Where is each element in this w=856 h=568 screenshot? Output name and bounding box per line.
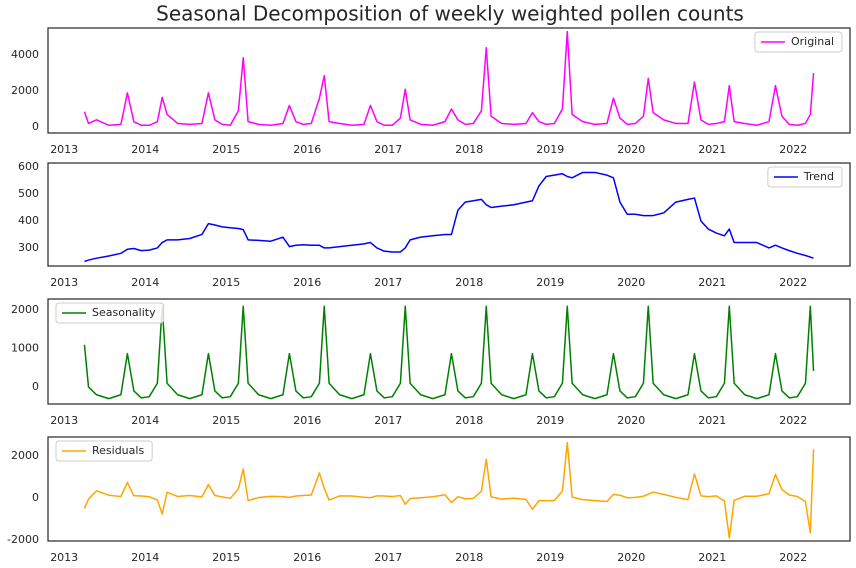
x-tick-label: 2014 (131, 551, 159, 564)
axes-frame (47, 436, 851, 542)
x-tick-label: 2014 (131, 276, 159, 289)
series-line (83, 30, 815, 127)
x-tick-label: 2017 (374, 276, 402, 289)
x-tick-label: 2021 (698, 551, 726, 564)
x-tick-label: 2013 (50, 276, 78, 289)
y-tick-label: 0 (32, 120, 39, 133)
x-tick-label: 2018 (455, 143, 483, 156)
x-tick-label: 2016 (293, 414, 321, 427)
y-tick-label: 2000 (11, 303, 39, 316)
x-tick-label: 2019 (536, 551, 564, 564)
x-tick-label: 2020 (617, 551, 645, 564)
x-tick-label: 2016 (293, 551, 321, 564)
x-tick-label: 2022 (779, 414, 807, 427)
x-tick-label: 2014 (131, 414, 159, 427)
x-tick-label: 2015 (212, 551, 240, 564)
x-tick-label: 2016 (293, 276, 321, 289)
series-line (83, 441, 815, 539)
legend-box (754, 31, 843, 53)
x-tick-label: 2022 (779, 551, 807, 564)
x-tick-label: 2020 (617, 143, 645, 156)
y-tick-label: 300 (18, 241, 39, 254)
chart-title: Seasonal Decomposition of weekly weighte… (156, 2, 744, 26)
legend-label: Trend (803, 170, 834, 183)
x-tick-label: 2021 (698, 414, 726, 427)
series-line (83, 305, 815, 400)
y-tick-label: 400 (18, 214, 39, 227)
y-tick-label: 0 (32, 491, 39, 504)
y-tick-label: 1000 (11, 342, 39, 355)
y-tick-label: 4000 (11, 48, 39, 61)
x-tick-label: 2017 (374, 143, 402, 156)
legend-label: Original (791, 35, 834, 48)
x-tick-label: 2019 (536, 414, 564, 427)
x-tick-label: 2013 (50, 143, 78, 156)
x-tick-label: 2018 (455, 276, 483, 289)
x-tick-label: 2021 (698, 276, 726, 289)
x-tick-label: 2019 (536, 276, 564, 289)
x-tick-label: 2013 (50, 414, 78, 427)
axes-frame (47, 298, 851, 405)
y-tick-label: 2000 (11, 449, 39, 462)
axes-frame (47, 162, 851, 267)
y-tick-label: 600 (18, 160, 39, 173)
x-tick-label: 2015 (212, 414, 240, 427)
legend-label: Seasonality (92, 306, 156, 319)
x-tick-label: 2019 (536, 143, 564, 156)
x-tick-label: 2020 (617, 414, 645, 427)
x-tick-label: 2020 (617, 276, 645, 289)
legend-box (55, 440, 153, 462)
x-tick-label: 2022 (779, 276, 807, 289)
legend-label: Residuals (92, 444, 144, 457)
y-tick-label: 0 (32, 380, 39, 393)
x-tick-label: 2016 (293, 143, 321, 156)
x-tick-label: 2018 (455, 551, 483, 564)
x-tick-label: 2018 (455, 414, 483, 427)
legend-box (767, 166, 843, 188)
series-line (84, 171, 814, 263)
x-tick-label: 2021 (698, 143, 726, 156)
x-tick-label: 2013 (50, 551, 78, 564)
x-tick-label: 2017 (374, 414, 402, 427)
legend-box (55, 302, 165, 324)
x-tick-label: 2017 (374, 551, 402, 564)
x-tick-label: 2015 (212, 143, 240, 156)
y-tick-label: -2000 (7, 533, 39, 546)
x-tick-label: 2014 (131, 143, 159, 156)
axes-frame (47, 27, 851, 134)
y-tick-label: 500 (18, 187, 39, 200)
y-tick-label: 2000 (11, 84, 39, 97)
x-tick-label: 2022 (779, 143, 807, 156)
x-tick-label: 2015 (212, 276, 240, 289)
